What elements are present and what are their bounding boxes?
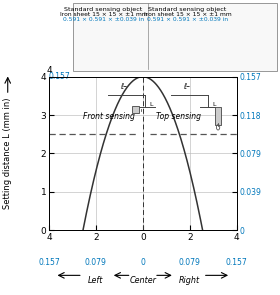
Text: L: L: [150, 102, 153, 107]
Text: ℓ–: ℓ–: [120, 82, 128, 91]
Text: 4: 4: [46, 66, 52, 75]
Text: ℓ–: ℓ–: [183, 82, 190, 91]
Bar: [132, 106, 139, 113]
Text: Left: Left: [88, 276, 104, 285]
Text: 0.157: 0.157: [38, 258, 60, 267]
Text: Iron sheet 15 × 15 × ±1 mm: Iron sheet 15 × 15 × ±1 mm: [60, 12, 148, 17]
Text: 0.157: 0.157: [226, 258, 248, 267]
Text: L: L: [212, 102, 216, 107]
Text: Right: Right: [179, 276, 200, 285]
Text: Front sensing: Front sensing: [83, 112, 135, 122]
Text: Top sensing: Top sensing: [156, 112, 201, 122]
Text: 0.079: 0.079: [85, 258, 107, 267]
Text: Center: Center: [129, 276, 156, 285]
Text: Setting distance L (mm in): Setting distance L (mm in): [3, 98, 12, 209]
Text: Iron sheet 15 × 15 × ±1 mm: Iron sheet 15 × 15 × ±1 mm: [144, 12, 232, 17]
Text: 0: 0: [140, 258, 145, 267]
Text: Standard sensing object: Standard sensing object: [64, 7, 143, 12]
Text: 0.157: 0.157: [49, 72, 71, 81]
Bar: [216, 107, 221, 124]
Text: Standard sensing object: Standard sensing object: [148, 7, 227, 12]
Text: 0.591 × 0.591 × ±0.039 in: 0.591 × 0.591 × ±0.039 in: [63, 17, 144, 22]
Text: 0.079: 0.079: [179, 258, 201, 267]
Text: 0.591 × 0.591 × ±0.039 in: 0.591 × 0.591 × ±0.039 in: [147, 17, 228, 22]
